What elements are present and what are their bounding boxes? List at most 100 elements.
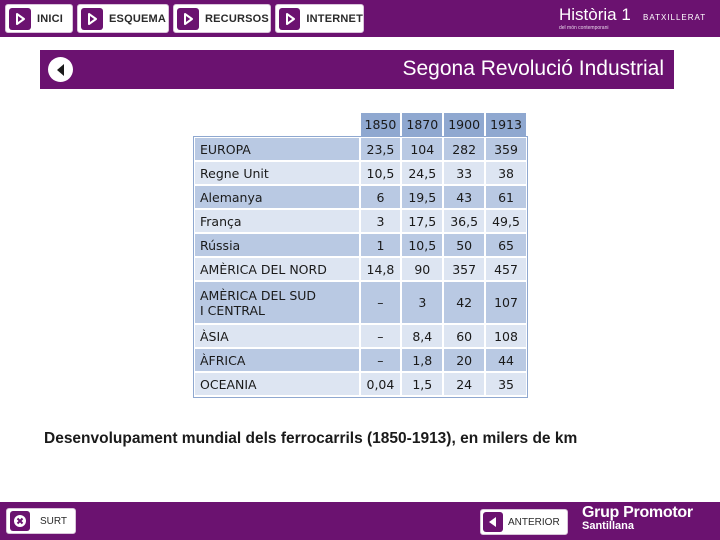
table-row: Alemanya 6 19,5 43 61 <box>193 184 528 210</box>
exit-button[interactable]: SURT <box>6 508 76 534</box>
value-cell: 8,4 <box>400 323 445 349</box>
bottom-bar: SURT ANTERIOR Grup Promotor Santillana <box>0 502 720 540</box>
table-header-cell: 1913 <box>484 111 528 138</box>
nav-button-label: INICI <box>37 12 64 25</box>
close-icon <box>10 511 30 531</box>
region-line-1: AMÈRICA DEL SUD <box>200 287 317 303</box>
arrow-icon <box>279 7 301 30</box>
region-cell: Alemanya <box>193 184 361 210</box>
value-cell: 14,8 <box>358 256 403 282</box>
region-cell: EUROPA <box>193 136 361 162</box>
region-cell: Regne Unit <box>193 160 361 186</box>
value-cell: 6 <box>358 184 403 210</box>
title-bar: Segona Revolució Industrial <box>40 50 674 89</box>
table-header-blank <box>193 111 361 138</box>
value-cell: 35 <box>484 371 528 397</box>
value-cell: 90 <box>400 256 445 282</box>
region-cell: AMÈRICA DEL NORD <box>193 256 361 282</box>
value-cell: 65 <box>484 232 528 258</box>
table-row: AMÈRICA DEL NORD 14,8 90 357 457 <box>193 256 528 282</box>
region-cell: ÀFRICA <box>193 347 361 373</box>
value-cell: 10,5 <box>358 160 403 186</box>
value-cell: 457 <box>484 256 528 282</box>
value-cell: – <box>358 323 403 349</box>
table-header-cell: 1850 <box>358 111 403 138</box>
table-header-cell: 1900 <box>442 111 487 138</box>
value-cell: 3 <box>358 208 403 234</box>
region-cell: Rússia <box>193 232 361 258</box>
nav-button-internet[interactable]: INTERNET <box>275 4 364 33</box>
table-header-row: 1850 1870 1900 1913 <box>193 111 528 138</box>
nav-button-label: INTERNET <box>306 12 363 25</box>
page-title: Segona Revolució Industrial <box>402 57 665 80</box>
value-cell: 38 <box>484 160 528 186</box>
exit-label: SURT <box>40 515 68 527</box>
value-cell: 33 <box>442 160 487 186</box>
region-cell: França <box>193 208 361 234</box>
value-cell: 50 <box>442 232 487 258</box>
arrow-icon <box>81 7 103 30</box>
value-cell: 49,5 <box>484 208 528 234</box>
table-row: Rússia 1 10,5 50 65 <box>193 232 528 258</box>
value-cell: 0,04 <box>358 371 403 397</box>
value-cell: 44 <box>484 347 528 373</box>
table-row: ÀSIA – 8,4 60 108 <box>193 323 528 349</box>
value-cell: 36,5 <box>442 208 487 234</box>
value-cell: 357 <box>442 256 487 282</box>
table-row: EUROPA 23,5 104 282 359 <box>193 136 528 162</box>
table-row: França 3 17,5 36,5 49,5 <box>193 208 528 234</box>
nav-button-recursos[interactable]: RECURSOS <box>173 4 271 33</box>
logo-line-2: Santillana <box>582 520 634 532</box>
value-cell: 359 <box>484 136 528 162</box>
value-cell: 20 <box>442 347 487 373</box>
railway-table: 1850 1870 1900 1913 EUROPA 23,5 104 282 … <box>193 111 528 397</box>
value-cell: 19,5 <box>400 184 445 210</box>
back-button[interactable] <box>48 57 73 82</box>
value-cell: 104 <box>400 136 445 162</box>
home-arrow-icon <box>9 7 31 30</box>
region-line-2: I CENTRAL <box>200 302 265 318</box>
value-cell: 10,5 <box>400 232 445 258</box>
value-cell: 108 <box>484 323 528 349</box>
previous-button[interactable]: ANTERIOR <box>480 509 568 535</box>
value-cell: 17,5 <box>400 208 445 234</box>
table-row: AMÈRICA DEL SUD I CENTRAL – 3 42 107 <box>193 280 528 325</box>
back-arrow-icon <box>56 63 64 76</box>
nav-button-label: RECURSOS <box>205 12 269 25</box>
value-cell: 61 <box>484 184 528 210</box>
value-cell: 282 <box>442 136 487 162</box>
value-cell: 1 <box>358 232 403 258</box>
brand-title: Història 1 <box>559 5 631 24</box>
value-cell: 24 <box>442 371 487 397</box>
previous-label: ANTERIOR <box>508 516 560 528</box>
back-arrow-icon <box>483 512 503 532</box>
region-cell: ÀSIA <box>193 323 361 349</box>
value-cell: 1,5 <box>400 371 445 397</box>
value-cell: 60 <box>442 323 487 349</box>
brand-subtitle: del món contemporani <box>559 25 609 31</box>
value-cell: 24,5 <box>400 160 445 186</box>
arrow-icon <box>177 7 199 30</box>
region-cell: AMÈRICA DEL SUD I CENTRAL <box>193 280 361 325</box>
region-cell: OCEANIA <box>193 371 361 397</box>
nav-button-inici[interactable]: INICI <box>5 4 73 33</box>
logo-line-1: Grup Promotor <box>582 504 693 521</box>
brand-level: BATXILLERAT <box>643 13 707 22</box>
value-cell: 3 <box>400 280 445 325</box>
table-header-cell: 1870 <box>400 111 445 138</box>
top-nav-bar: INICI ESQUEMA RECURSOS INTERNET Història… <box>0 0 720 37</box>
nav-button-label: ESQUEMA <box>109 12 167 25</box>
value-cell: 42 <box>442 280 487 325</box>
publisher-logo: Grup Promotor Santillana <box>582 504 693 532</box>
table-row: Regne Unit 10,5 24,5 33 38 <box>193 160 528 186</box>
table-row: ÀFRICA – 1,8 20 44 <box>193 347 528 373</box>
value-cell: 107 <box>484 280 528 325</box>
value-cell: – <box>358 347 403 373</box>
nav-button-esquema[interactable]: ESQUEMA <box>77 4 169 33</box>
value-cell: 23,5 <box>358 136 403 162</box>
value-cell: – <box>358 280 403 325</box>
value-cell: 1,8 <box>400 347 445 373</box>
table-caption: Desenvolupament mundial dels ferrocarril… <box>44 430 578 447</box>
value-cell: 43 <box>442 184 487 210</box>
